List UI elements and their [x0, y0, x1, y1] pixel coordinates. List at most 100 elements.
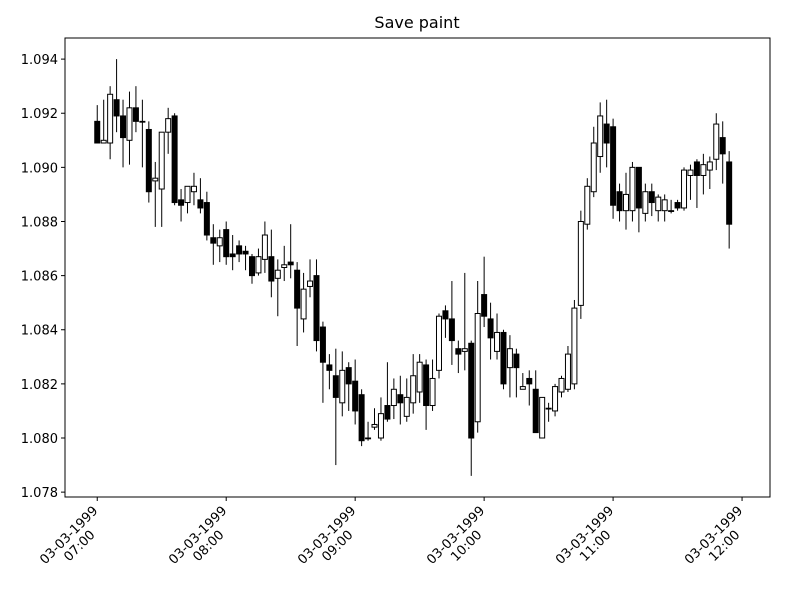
candle-body	[326, 364, 333, 371]
candle-body	[552, 386, 559, 412]
candle-body	[435, 315, 442, 371]
plot-frame	[64, 37, 771, 498]
candle-body	[397, 394, 404, 404]
candle-body	[693, 161, 700, 176]
candle-body	[268, 256, 275, 282]
candle-body	[274, 269, 281, 279]
candle-body	[487, 318, 494, 339]
candle-body	[287, 261, 294, 266]
candle-body	[655, 196, 662, 212]
candle-body	[100, 139, 107, 144]
candle-body	[139, 120, 146, 123]
y-tick-label: 1.084	[21, 324, 58, 339]
candle-body	[216, 237, 223, 247]
candle-body	[500, 331, 507, 385]
candle-body	[145, 128, 152, 193]
candle-body	[197, 199, 204, 209]
candle-body	[229, 253, 236, 258]
candle-body	[416, 361, 423, 393]
candle-body	[236, 245, 243, 255]
candle-body	[468, 342, 475, 439]
candle-body	[700, 164, 707, 176]
candle-body	[642, 191, 649, 214]
candle-body	[313, 275, 320, 342]
candle-body	[455, 348, 462, 355]
candle-body	[210, 237, 217, 244]
candle-body	[332, 375, 339, 398]
candle-body	[661, 199, 668, 212]
candle-body	[358, 394, 365, 442]
candle-body	[371, 423, 378, 428]
candle-body	[339, 369, 346, 404]
candle-body	[203, 202, 210, 236]
y-tick-label: 1.092	[21, 107, 58, 122]
candle-body	[674, 202, 681, 209]
y-tick-label: 1.082	[21, 378, 58, 393]
candle-body	[178, 199, 185, 206]
candle-body	[539, 396, 546, 439]
candle-body	[261, 234, 268, 260]
candle-body	[190, 185, 197, 193]
candle-body	[532, 388, 539, 434]
candle-body	[687, 169, 694, 176]
candle-body	[377, 413, 384, 439]
candle-body	[158, 131, 165, 190]
candle-body	[668, 210, 675, 212]
candle-body	[681, 169, 688, 209]
y-tick-label: 1.090	[21, 161, 58, 176]
candle-body	[319, 326, 326, 363]
candle-body	[513, 353, 520, 369]
candle-body	[494, 331, 501, 352]
candle-body	[120, 115, 127, 139]
candle-body	[281, 264, 288, 269]
candle-body	[113, 99, 120, 117]
candle-body	[622, 193, 629, 212]
candle-body	[242, 250, 249, 255]
candle-body	[126, 107, 133, 141]
candle-body	[461, 348, 468, 352]
candle-body	[307, 280, 314, 287]
candle-body	[713, 123, 720, 160]
candle-body	[345, 367, 352, 385]
candle-body	[184, 185, 191, 204]
candle-body	[648, 191, 655, 204]
candle-body	[448, 318, 455, 342]
candle-body	[519, 386, 526, 390]
candle-body	[526, 377, 533, 385]
candle-body	[384, 405, 391, 420]
candle-body	[248, 256, 255, 277]
candle-body	[365, 437, 372, 440]
y-tick-label: 1.078	[21, 486, 58, 501]
y-tick-label: 1.088	[21, 215, 58, 230]
candle-body	[352, 380, 359, 412]
candle-body	[94, 120, 101, 144]
candle-body	[726, 161, 733, 225]
y-tick-label: 1.086	[21, 270, 58, 285]
candle-body	[410, 375, 417, 404]
candle-body	[577, 220, 584, 306]
candle-body	[300, 288, 307, 320]
candle-body	[545, 407, 552, 410]
candle-body	[629, 166, 636, 212]
candle-body	[616, 191, 623, 212]
candle-body	[132, 107, 139, 122]
y-tick-label: 1.080	[21, 432, 58, 447]
candle-body	[506, 348, 513, 369]
candle-body	[429, 377, 436, 407]
candle-body	[442, 310, 449, 320]
candle-body	[597, 115, 604, 158]
candle-body	[571, 307, 578, 385]
candle-body	[171, 115, 178, 204]
candle-body	[474, 313, 481, 423]
candle-body	[590, 142, 597, 193]
candle-body	[403, 396, 410, 417]
candle-body	[603, 123, 610, 144]
candle-body	[294, 269, 301, 309]
candle-body	[719, 137, 726, 155]
candle-body	[390, 388, 397, 407]
candle-body	[481, 294, 488, 317]
candle-body	[223, 229, 230, 258]
candle-body	[635, 166, 642, 209]
